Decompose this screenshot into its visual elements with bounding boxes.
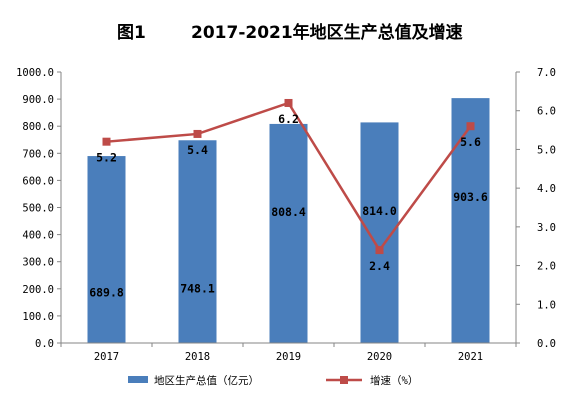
y-tick-label-right: 0.0 [537, 338, 556, 350]
bar-label-2017: 689.8 [89, 285, 124, 299]
y-tick-label-left: 0.0 [35, 338, 54, 350]
bar-label-2019: 808.4 [271, 205, 306, 219]
y-tick-label-left: 1000.0 [16, 67, 54, 79]
y-tick-label-right: 5.0 [537, 144, 556, 156]
legend-bar-swatch [128, 376, 148, 383]
y-tick-label-right: 2.0 [537, 261, 556, 273]
chart-title: 2017-2021年地区生产总值及增速 [191, 23, 463, 43]
y-tick-label-right: 3.0 [537, 222, 556, 234]
y-tick-label-right: 6.0 [537, 106, 556, 118]
y-tick-label-right: 7.0 [537, 67, 556, 79]
x-tick-label-2017: 2017 [94, 351, 119, 363]
bar-2017 [87, 156, 126, 343]
growth-marker-2021 [466, 122, 475, 131]
y-tick-label-left: 900.0 [22, 94, 54, 106]
y-tick-label-left: 400.0 [22, 230, 54, 242]
y-tick-label-left: 800.0 [22, 121, 54, 133]
legend-line-label: 增速（%） [370, 374, 418, 387]
y-tick-label-right: 1.0 [537, 299, 556, 311]
growth-marker-2019 [284, 98, 293, 107]
y-tick-label-left: 300.0 [22, 257, 54, 269]
bar-2018 [178, 140, 217, 343]
growth-marker-2018 [193, 129, 202, 138]
y-tick-label-left: 200.0 [22, 284, 54, 296]
x-tick-label-2019: 2019 [276, 351, 301, 363]
bar-label-2020: 814.0 [362, 204, 397, 218]
growth-label-2019: 6.2 [278, 112, 299, 126]
x-tick-label-2021: 2021 [458, 351, 483, 363]
y-tick-label-left: 700.0 [22, 148, 54, 160]
x-tick-label-2018: 2018 [185, 351, 210, 363]
chart-figure-number: 图1 [117, 23, 146, 43]
growth-label-2017: 5.2 [96, 151, 117, 165]
y-tick-label-left: 100.0 [22, 311, 54, 323]
growth-label-2021: 5.6 [460, 135, 481, 149]
y-tick-label-left: 500.0 [22, 203, 54, 215]
bar-label-2021: 903.6 [453, 190, 488, 204]
growth-label-2020: 2.4 [369, 259, 390, 273]
bar-2021 [451, 98, 490, 344]
bar-label-2018: 748.1 [180, 281, 215, 295]
y-tick-label-right: 4.0 [537, 183, 556, 195]
x-tick-label-2020: 2020 [367, 351, 392, 363]
y-tick-label-left: 600.0 [22, 175, 54, 187]
bar-2019 [269, 123, 308, 343]
growth-label-2018: 5.4 [187, 143, 208, 157]
growth-marker-2020 [375, 246, 384, 255]
legend-bar-label: 地区生产总值（亿元） [154, 374, 259, 387]
legend-line-marker [340, 376, 348, 384]
growth-marker-2017 [102, 137, 111, 146]
